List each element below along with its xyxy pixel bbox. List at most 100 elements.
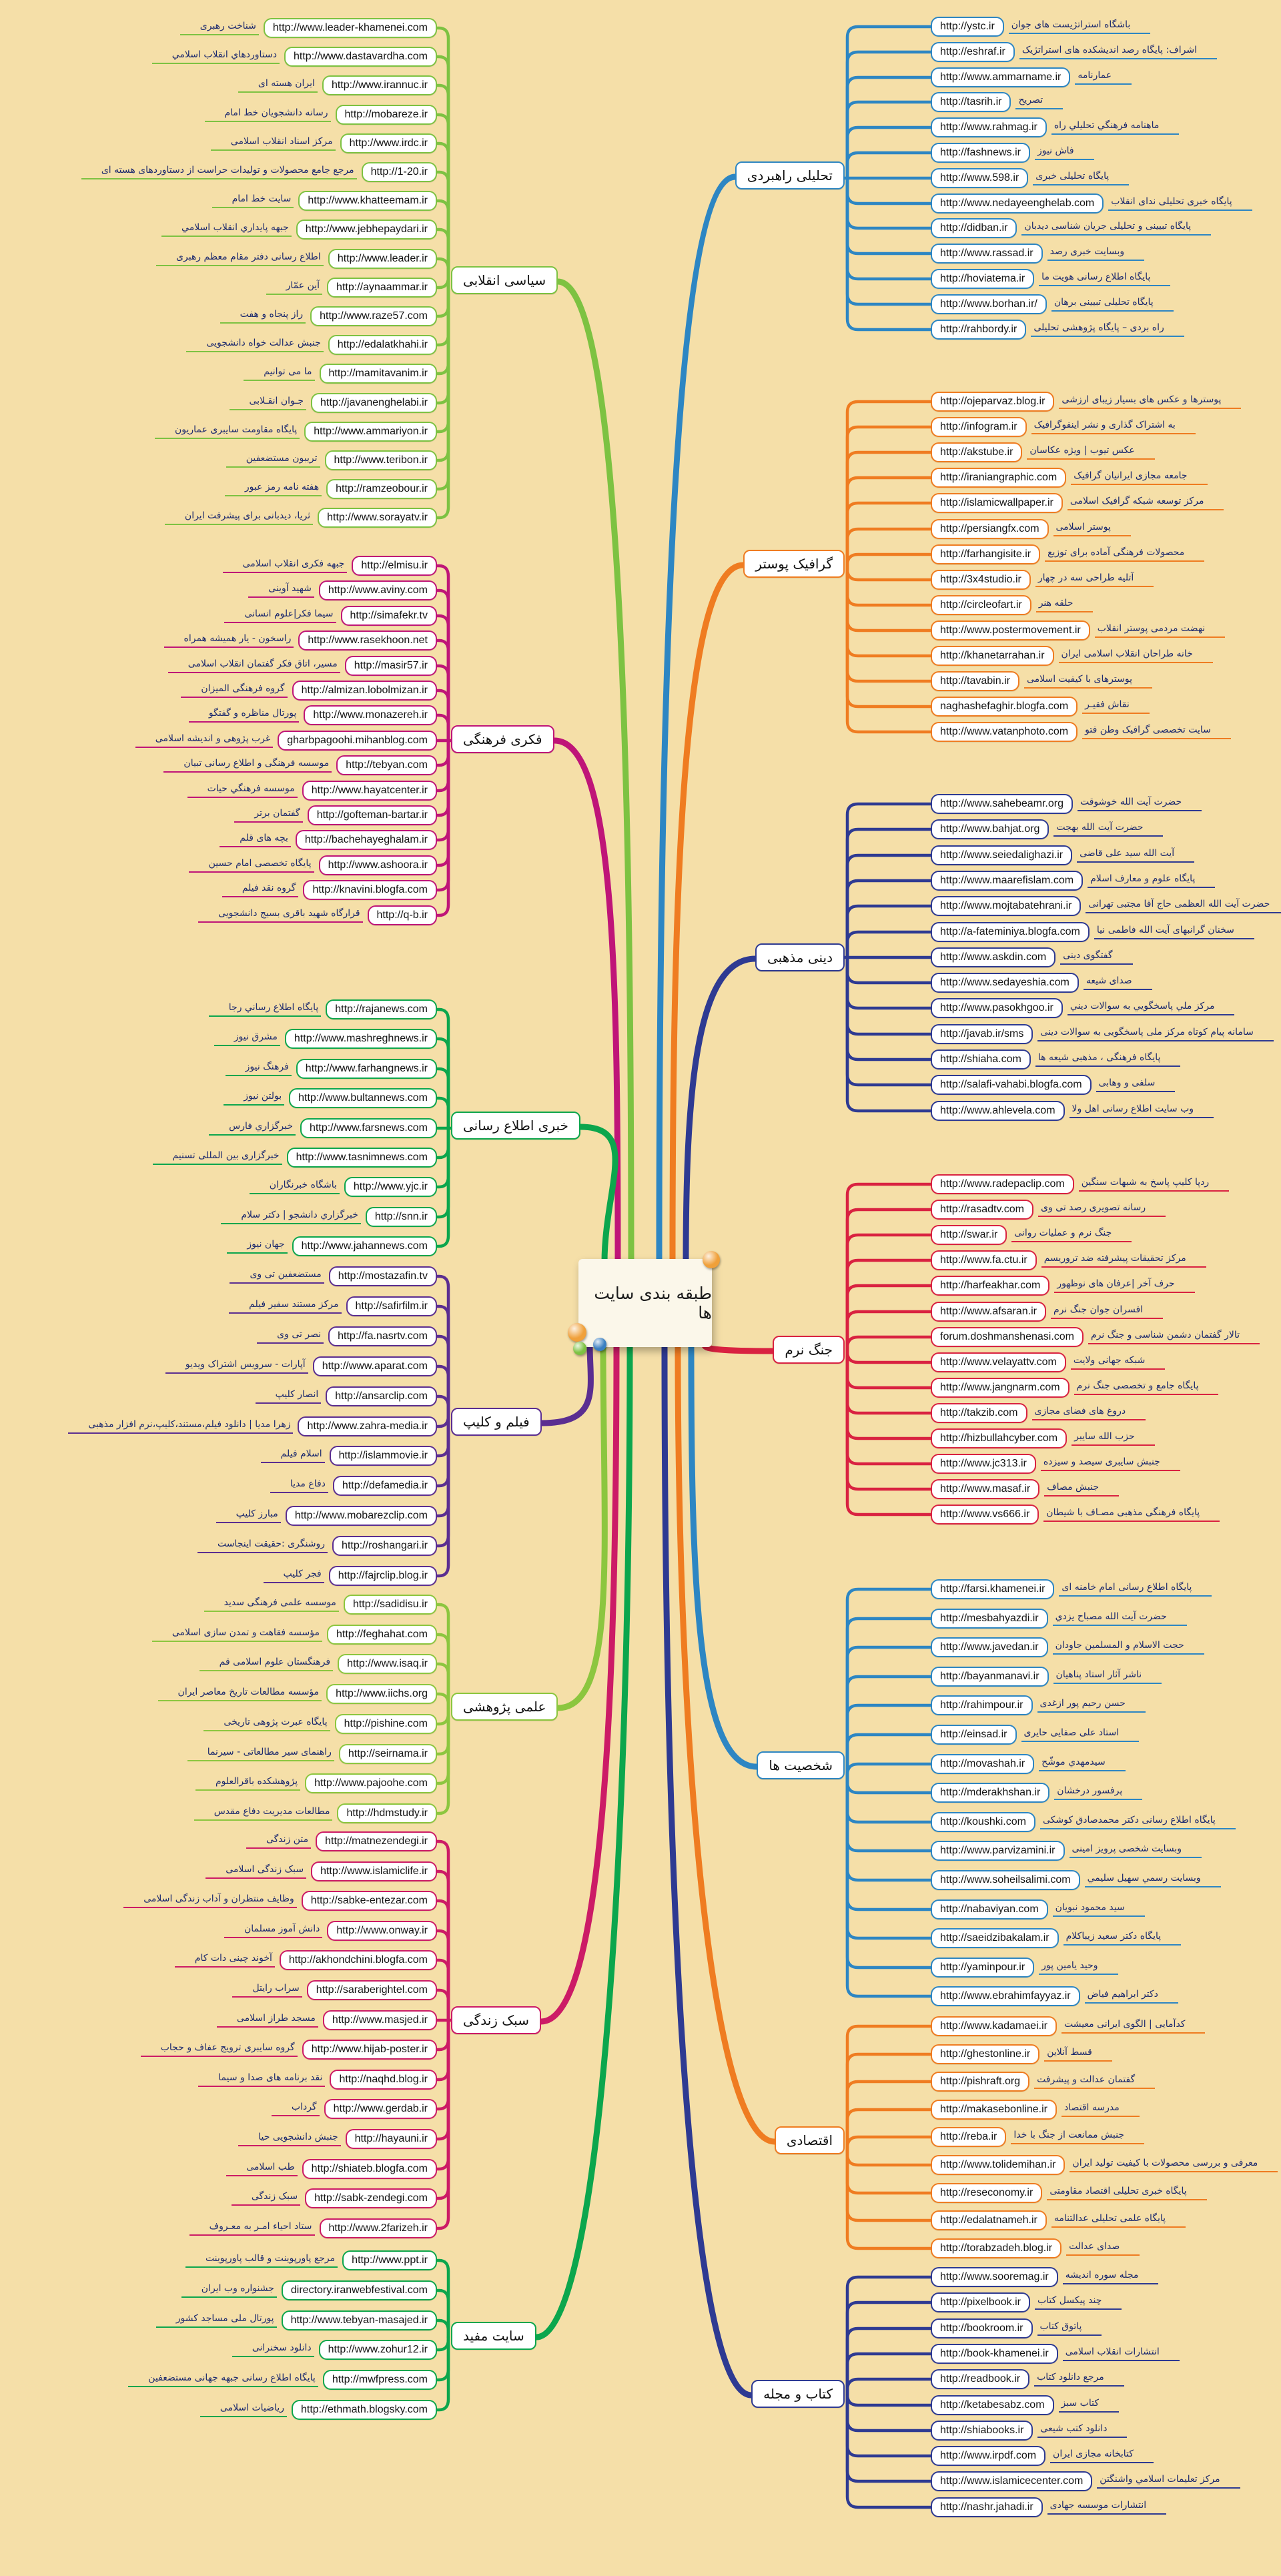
url-node[interactable]: http://sabke-entezar.com bbox=[301, 1891, 437, 1911]
branch-node-news-media[interactable]: خبری اطلاع رسانی bbox=[451, 1112, 580, 1140]
url-node[interactable]: http://www.fa.ctu.ir bbox=[931, 1250, 1037, 1270]
url-node[interactable]: http://www.masaf.ir bbox=[931, 1479, 1040, 1499]
url-node[interactable]: http://www.pajoohe.com bbox=[305, 1773, 437, 1793]
url-node[interactable]: http://www.jahannews.com bbox=[292, 1236, 437, 1256]
url-node[interactable]: http://shiateb.blogfa.com bbox=[302, 2159, 437, 2179]
url-node[interactable]: directory.iranwebfestival.com bbox=[281, 2280, 437, 2300]
url-node[interactable]: http://eshraf.ir bbox=[931, 42, 1015, 62]
url-node[interactable]: http://nabaviyan.com bbox=[931, 1899, 1048, 1919]
branch-node-personalities[interactable]: شخصیت ها bbox=[757, 1751, 845, 1779]
url-node[interactable]: http://www.aparat.com bbox=[312, 1356, 437, 1376]
url-node[interactable]: http://infogram.ir bbox=[931, 417, 1027, 437]
branch-node-intellectual-cultural[interactable]: فکری فرهنگی bbox=[451, 725, 554, 753]
url-node[interactable]: http://edalatkhahi.ir bbox=[328, 335, 437, 355]
url-node[interactable]: http://www.soheilsalimi.com bbox=[931, 1870, 1080, 1890]
url-node[interactable]: http://saraberightel.com bbox=[306, 1980, 437, 2000]
url-node[interactable]: http://www.zohur12.ir bbox=[318, 2340, 437, 2360]
url-node[interactable]: http://www.radepaclip.com bbox=[931, 1174, 1074, 1194]
url-node[interactable]: http://www.sahebeamr.org bbox=[931, 794, 1073, 814]
url-node[interactable]: http://einsad.ir bbox=[931, 1725, 1017, 1745]
branch-node-soft-war[interactable]: جنگ نرم bbox=[773, 1336, 845, 1364]
url-node[interactable]: http://ghestonline.ir bbox=[931, 2044, 1040, 2064]
url-node[interactable]: http://tavabin.ir bbox=[931, 671, 1019, 691]
url-node[interactable]: http://www.farsnews.com bbox=[300, 1118, 437, 1138]
url-node[interactable]: http://www.irannuc.ir bbox=[322, 75, 437, 95]
url-node[interactable]: http://www.jangnarm.com bbox=[931, 1378, 1070, 1398]
url-node[interactable]: http://www.irpdf.com bbox=[931, 2446, 1046, 2466]
url-node[interactable]: http://www.leader.ir bbox=[328, 249, 437, 269]
url-node[interactable]: http://akstube.ir bbox=[931, 442, 1023, 462]
url-node[interactable]: http://ketabesabz.com bbox=[931, 2395, 1054, 2415]
url-node[interactable]: http://www.ashoora.ir bbox=[318, 855, 437, 875]
url-node[interactable]: http://nashr.jahadi.ir bbox=[931, 2497, 1043, 2517]
url-node[interactable]: http://www.vs666.ir bbox=[931, 1505, 1039, 1525]
url-node[interactable]: http://www.dastavardha.com bbox=[284, 47, 437, 67]
url-node[interactable]: http://akhondchini.blogfa.com bbox=[279, 1950, 437, 1970]
url-node[interactable]: http://mwfpress.com bbox=[322, 2370, 437, 2390]
url-node[interactable]: http://www.ahlevela.com bbox=[931, 1101, 1065, 1121]
url-node[interactable]: http://pishine.com bbox=[334, 1714, 437, 1734]
url-node[interactable]: http://www.kadamaei.ir bbox=[931, 2016, 1057, 2036]
url-node[interactable]: http://q-b.ir bbox=[367, 905, 437, 925]
url-node[interactable]: http://didban.ir bbox=[931, 218, 1017, 238]
url-node[interactable]: http://safirfilm.ir bbox=[346, 1296, 437, 1316]
url-node[interactable]: http://rahbordy.ir bbox=[931, 320, 1027, 340]
url-node[interactable]: http://www.velayattv.com bbox=[931, 1352, 1066, 1372]
url-node[interactable]: http://pishraft.org bbox=[931, 2072, 1030, 2092]
url-node[interactable]: http://www.ammarname.ir bbox=[931, 67, 1071, 87]
url-node[interactable]: http://almizan.lobolmizan.ir bbox=[292, 681, 437, 701]
url-node[interactable]: http://shiaha.com bbox=[931, 1049, 1031, 1069]
url-node[interactable]: http://www.jc313.ir bbox=[931, 1454, 1036, 1474]
branch-node-useful-sites[interactable]: سایت مفید bbox=[451, 2322, 536, 2350]
url-node[interactable]: http://knavini.blogfa.com bbox=[303, 880, 437, 900]
url-node[interactable]: http://naqhd.blog.ir bbox=[330, 2070, 437, 2090]
branch-node-scientific-research[interactable]: علمی پژوهشی bbox=[451, 1693, 558, 1721]
url-node[interactable]: http://aynaammar.ir bbox=[327, 278, 437, 298]
url-node[interactable]: http://www.borhan.ir/ bbox=[931, 294, 1047, 314]
url-node[interactable]: http://simafekr.tv bbox=[340, 606, 437, 626]
url-node[interactable]: http://rahimpour.ir bbox=[931, 1695, 1033, 1715]
url-node[interactable]: http://reseconomy.ir bbox=[931, 2183, 1043, 2203]
url-node[interactable]: http://www.rahmag.ir bbox=[931, 117, 1047, 137]
url-node[interactable]: gharbpagoohi.mihanblog.com bbox=[278, 731, 437, 751]
url-node[interactable]: http://mamitavanim.ir bbox=[319, 364, 437, 384]
url-node[interactable]: http://tasrih.ir bbox=[931, 92, 1011, 112]
url-node[interactable]: http://bookroom.ir bbox=[931, 2318, 1033, 2338]
url-node[interactable]: http://www.onway.ir bbox=[327, 1921, 437, 1941]
url-node[interactable]: http://mesbahyazdi.ir bbox=[931, 1609, 1048, 1629]
url-node[interactable]: http://book-khamenei.ir bbox=[931, 2344, 1058, 2364]
url-node[interactable]: http://www.jebhepaydari.ir bbox=[296, 220, 437, 240]
url-node[interactable]: http://www.hijab-poster.ir bbox=[302, 2040, 437, 2060]
url-node[interactable]: http://khanetarrahan.ir bbox=[931, 646, 1054, 666]
url-node[interactable]: http://sadidisu.ir bbox=[343, 1595, 437, 1615]
url-node[interactable]: http://elmisu.ir bbox=[352, 556, 437, 576]
url-node[interactable]: http://www.masjed.ir bbox=[322, 2010, 437, 2030]
url-node[interactable]: http://makasebonline.ir bbox=[931, 2100, 1057, 2120]
url-node[interactable]: http://www.parvizamini.ir bbox=[931, 1841, 1065, 1861]
url-node[interactable]: http://www.zahra-media.ir bbox=[298, 1416, 437, 1436]
url-node[interactable]: http://hdmstudy.ir bbox=[337, 1803, 437, 1823]
url-node[interactable]: http://islammovie.ir bbox=[329, 1446, 437, 1466]
url-node[interactable]: http://movashah.ir bbox=[931, 1754, 1035, 1774]
branch-node-film-clip[interactable]: فیلم و کلیپ bbox=[451, 1408, 542, 1436]
url-node[interactable]: http://www.isaq.ir bbox=[338, 1654, 437, 1674]
url-node[interactable]: http://shiabooks.ir bbox=[931, 2421, 1033, 2441]
url-node[interactable]: http://3x4studio.ir bbox=[931, 570, 1031, 590]
url-node[interactable]: http://www.islamiclife.ir bbox=[311, 1861, 437, 1881]
url-node[interactable]: http://sabk-zendegi.com bbox=[305, 2188, 437, 2208]
url-node[interactable]: http://snn.ir bbox=[365, 1207, 437, 1227]
url-node[interactable]: http://www.leader-khamenei.com bbox=[263, 18, 437, 38]
url-node[interactable]: http://farsi.khamenei.ir bbox=[931, 1579, 1055, 1599]
branch-node-political-revolutionary[interactable]: سیاسی انقلابی bbox=[451, 266, 558, 294]
url-node[interactable]: http://gofteman-bartar.ir bbox=[307, 805, 437, 825]
url-node[interactable]: http://tebyan.com bbox=[336, 755, 437, 775]
url-node[interactable]: http://fa.nasrtv.com bbox=[328, 1326, 437, 1346]
url-node[interactable]: http://www.sooremag.ir bbox=[931, 2267, 1058, 2287]
branch-node-analytical-strategic[interactable]: تحلیلی راهبردی bbox=[735, 161, 845, 189]
url-node[interactable]: http://bayanmanavi.ir bbox=[931, 1667, 1049, 1687]
central-topic[interactable]: طبقه بندی سایت ها bbox=[568, 1251, 720, 1355]
url-node[interactable]: http://persiangfx.com bbox=[931, 519, 1049, 539]
url-node[interactable]: http://1-20.ir bbox=[361, 162, 437, 182]
branch-node-economic[interactable]: اقتصادی bbox=[774, 2126, 845, 2154]
url-node[interactable]: http://circleofart.ir bbox=[931, 595, 1031, 615]
